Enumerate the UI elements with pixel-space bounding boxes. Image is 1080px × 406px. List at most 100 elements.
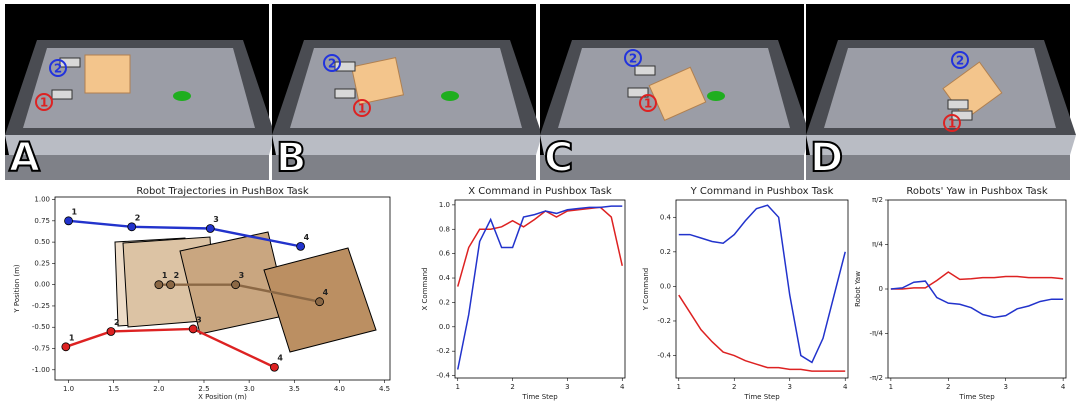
x-tick-label: 2: [946, 383, 950, 391]
y-tick-label: 0.8: [439, 225, 450, 233]
point-label: 4: [277, 354, 283, 363]
chart-title: Robots' Yaw in Pushbox Task: [906, 186, 1047, 197]
goal: [441, 91, 459, 101]
marker-ring: [323, 54, 341, 72]
marker-label: 2: [956, 54, 964, 68]
x-tick-label: 4: [620, 383, 625, 391]
robot: [334, 61, 356, 72]
point: [231, 280, 240, 290]
series-line: [158, 283, 320, 303]
x-tick-label: 3: [788, 383, 792, 391]
front-wall: [806, 135, 1076, 155]
point: [61, 342, 71, 352]
box: [350, 57, 405, 105]
y-tick-label: -0.4: [436, 372, 450, 380]
plot-area: [54, 196, 391, 381]
goal: [707, 91, 725, 101]
marker-ring: [49, 59, 67, 77]
y-axis-label: Robot Yaw: [854, 271, 862, 307]
front-floor: [272, 155, 536, 180]
x-tick-label: 2: [510, 383, 514, 391]
x-tick-label: 3: [1003, 383, 1007, 391]
panel-label: C: [544, 135, 573, 181]
point: [315, 297, 324, 307]
y-tick-label: 1.0: [439, 201, 450, 209]
robot: [634, 65, 656, 76]
point-label: 3: [196, 315, 202, 324]
y-tick-label: 0.00: [34, 281, 50, 289]
point-label: 1: [69, 333, 75, 342]
panel-label: B: [276, 135, 307, 181]
y-tick-label: 0.2: [439, 298, 450, 306]
series-line: [457, 206, 623, 287]
front-wall: [540, 135, 810, 155]
x-axis-label: Time Step: [958, 393, 995, 401]
marker-ring: [624, 49, 642, 67]
box: [84, 54, 131, 94]
robot: [947, 99, 969, 110]
point-label: 3: [213, 215, 219, 224]
y-axis-label: Y Command: [642, 268, 650, 311]
y-tick-label: -0.50: [32, 323, 50, 331]
plot-area: [887, 199, 1067, 379]
x-tick-label: 2: [732, 383, 736, 391]
front-floor: [806, 155, 1070, 180]
x-tick-label: 2.0: [153, 385, 164, 393]
series-line: [457, 205, 623, 370]
chart-strip: Robot Trajectories in PushBox Task X Posi…: [13, 186, 1067, 401]
robot: [334, 88, 356, 99]
chart-title: Y Command in Pushbox Task: [690, 186, 834, 197]
plot-area: [675, 199, 849, 379]
series-line: [678, 204, 846, 364]
y-axis-label: Y Position (m): [13, 264, 21, 314]
y-tick-label: -1.00: [32, 366, 50, 374]
point: [127, 222, 137, 232]
series-line: [890, 271, 1064, 290]
goal: [173, 91, 191, 101]
point-label: 1: [162, 271, 168, 280]
front-wall: [272, 135, 542, 155]
x-axis-label: Time Step: [743, 393, 780, 401]
series-line: [68, 219, 301, 248]
series-line: [65, 327, 275, 369]
point-label: 2: [174, 271, 180, 280]
y-tick-label: -0.25: [32, 302, 50, 310]
y-tick-label: -0.2: [657, 317, 671, 325]
x-tick-label: 4.0: [334, 385, 345, 393]
point-label: 1: [72, 207, 78, 216]
scene-strip: 2 1 A 2 1 B 2 1 C 2 1 D: [5, 4, 1076, 182]
y-tick-label: 0: [879, 285, 883, 293]
x-tick-label: 4: [843, 383, 848, 391]
marker-ring: [639, 94, 657, 112]
marker-label: 1: [644, 97, 652, 111]
y-tick-label: -0.4: [657, 352, 671, 360]
point-label: 3: [239, 271, 245, 280]
front-floor: [540, 155, 804, 180]
y-tick-label: 0.2: [660, 248, 671, 256]
y-tick-label: 0.50: [34, 238, 50, 246]
point: [188, 324, 198, 334]
robot: [59, 57, 81, 68]
x-tick-label: 2.5: [198, 385, 209, 393]
y-tick-label: -0.2: [436, 347, 450, 355]
point: [166, 280, 175, 290]
marker-ring: [951, 51, 969, 69]
y-tick-label: π/2: [872, 196, 883, 204]
point-label: 4: [323, 288, 329, 297]
y-tick-label: 0.25: [34, 259, 50, 267]
point: [296, 241, 306, 251]
y-tick-label: -0.75: [32, 345, 50, 353]
floor: [23, 48, 255, 128]
y-tick-label: -π/4: [869, 330, 883, 338]
x-tick-label: 4: [1061, 383, 1066, 391]
y-tick-label: 0.75: [34, 217, 50, 225]
point: [106, 327, 116, 336]
point-label: 2: [114, 318, 120, 327]
floor: [824, 48, 1056, 128]
x-axis-label: Time Step: [521, 393, 558, 401]
y-tick-label: 0.4: [660, 213, 672, 221]
y-tick-label: 0.0: [660, 282, 671, 290]
marker-ring: [943, 114, 961, 132]
x-tick-label: 1.5: [108, 385, 119, 393]
